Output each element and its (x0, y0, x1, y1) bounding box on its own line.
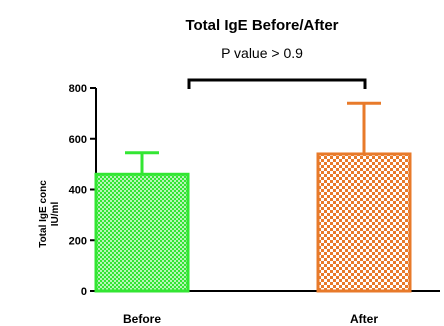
category-label-after: After (350, 312, 378, 326)
y-axis-label-line-2: IU/ml (50, 202, 61, 227)
bar-after (316, 152, 412, 293)
bar-before (94, 172, 190, 293)
y-tick-label: 600 (69, 134, 87, 146)
y-axis-label: Total IgE conc IU/ml (38, 180, 61, 248)
category-labels: Before After (123, 312, 378, 326)
chart-subtitle: P value > 0.9 (221, 45, 303, 61)
significance-bracket-line (187, 78, 367, 89)
y-tick-label: 800 (69, 83, 87, 95)
bars (94, 152, 412, 293)
y-tick-label: 0 (81, 286, 87, 298)
y-tick-label: 200 (69, 235, 87, 247)
chart-title: Total IgE Before/After (185, 17, 338, 34)
category-label-before: Before (123, 312, 161, 326)
significance-bracket (187, 78, 367, 89)
y-tick-label: 400 (69, 185, 87, 197)
error-bars (125, 101, 381, 175)
y-ticks: 0 200 400 600 800 (69, 83, 96, 298)
y-axis-label-line-1: Total IgE conc (38, 180, 49, 248)
